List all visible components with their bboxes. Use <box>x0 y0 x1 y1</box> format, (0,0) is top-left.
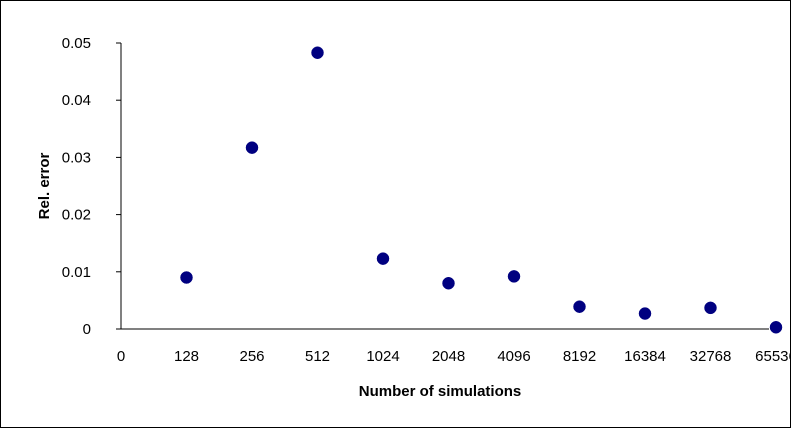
x-tick-label: 16384 <box>624 348 666 365</box>
x-tick-label: 65536 <box>755 348 791 365</box>
y-axis-ticks: 0 0.01 0.02 0.03 0.04 0.05 <box>62 35 121 338</box>
y-tick-label: 0.04 <box>62 92 91 109</box>
data-point <box>573 300 586 313</box>
x-tick-label: 32768 <box>690 348 732 365</box>
y-tick-label: 0.01 <box>62 264 91 281</box>
y-tick-label: 0.05 <box>62 35 91 52</box>
data-point <box>638 307 652 320</box>
data-points <box>180 46 783 334</box>
x-tick-label: 8192 <box>563 348 596 365</box>
x-tick-label: 128 <box>174 348 199 365</box>
data-point <box>704 301 717 315</box>
data-point <box>769 321 783 334</box>
x-tick-label: 0 <box>117 348 125 365</box>
data-point <box>442 276 455 290</box>
x-tick-label: 256 <box>239 348 264 365</box>
y-tick-label: 0.03 <box>62 149 91 166</box>
data-point <box>311 46 324 59</box>
data-point <box>507 270 521 283</box>
data-point <box>376 252 390 265</box>
x-axis-ticks: 0 128 256 512 1024 2048 4096 8192 16384 32768 6553… <box>117 348 791 365</box>
x-tick-label: 4096 <box>497 348 530 365</box>
x-axis-title: Number of simulations <box>359 383 522 400</box>
y-tick-label: 0.02 <box>62 207 91 224</box>
data-point <box>180 271 193 284</box>
axes <box>120 43 769 330</box>
data-point <box>245 141 259 154</box>
x-tick-label: 2048 <box>432 348 465 365</box>
y-axis-title: Rel. error <box>36 152 53 219</box>
y-tick-label: 0 <box>83 321 91 338</box>
x-tick-label: 1024 <box>366 348 399 365</box>
x-tick-label: 512 <box>305 348 330 365</box>
